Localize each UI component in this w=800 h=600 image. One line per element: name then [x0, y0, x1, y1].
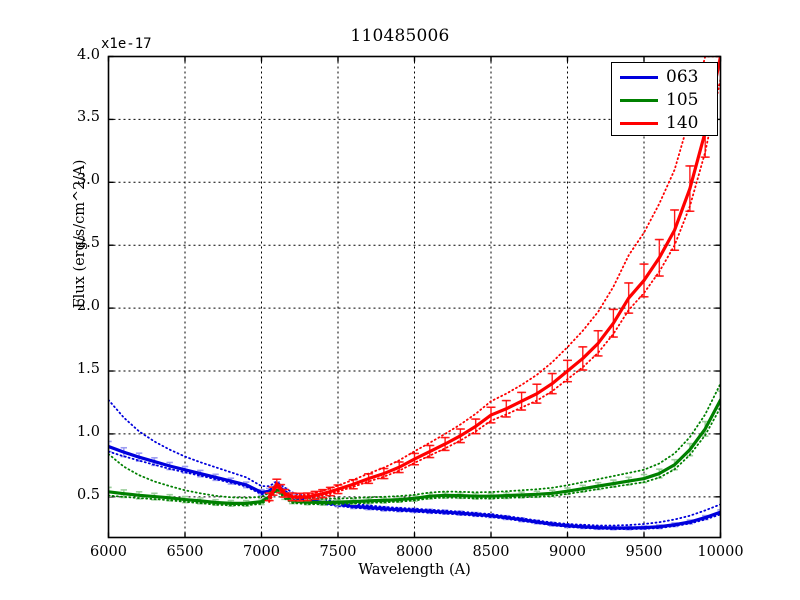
series-140: [264, 56, 721, 503]
y-tick-label: 3.0: [76, 172, 100, 189]
x-tick-label: 6500: [166, 543, 204, 560]
envelope-envelope_lower-140: [268, 78, 721, 503]
legend-label-105: 105: [666, 90, 699, 110]
y-tick-label: 4.0: [76, 46, 100, 63]
x-tick-label: 7000: [243, 543, 280, 560]
y-tick-label: 0.5: [76, 486, 100, 503]
legend-swatch-140: [620, 122, 658, 125]
x-tick-label: 10000: [697, 543, 744, 560]
legend-label-063: 063: [666, 67, 699, 87]
x-tick-label: 7500: [319, 543, 357, 560]
line-105: [108, 398, 721, 505]
legend[interactable]: 063 105 140: [611, 62, 718, 136]
envelope-envelope_upper-105: [108, 382, 721, 500]
y-tick-label: 2.5: [76, 235, 100, 252]
x-tick-label: 9500: [625, 543, 663, 560]
line-063: [108, 444, 721, 530]
envelope-envelope_upper-063: [108, 399, 721, 527]
y-axis-label: Flux (erg/s/cm^2/A): [72, 159, 88, 309]
y-tick-label: 1.0: [76, 423, 100, 440]
data-series-group: [108, 56, 721, 531]
y-tick-label: 3.5: [76, 109, 100, 126]
legend-label-140: 140: [666, 113, 699, 133]
plot-frame: [107, 55, 722, 539]
x-tick-label: 9000: [549, 543, 586, 560]
y-axis-exponent-label: x1e-17: [101, 36, 152, 52]
x-axis-label: Wavelength (A): [358, 562, 471, 578]
legend-swatch-105: [620, 99, 658, 102]
legend-swatch-063: [620, 76, 658, 79]
legend-item-105[interactable]: 105: [612, 88, 719, 112]
envelope-envelope_upper-140: [268, 56, 721, 503]
y-tick-label: 2.0: [76, 298, 100, 315]
y-tick-label: 1.5: [76, 361, 100, 378]
x-tick-label: 6000: [90, 543, 127, 560]
grid-lines: [108, 56, 721, 538]
x-tick-label: 8500: [472, 543, 510, 560]
series-063: [108, 399, 721, 531]
chart-title: 110485006: [350, 26, 450, 46]
line-140: [267, 56, 721, 499]
legend-item-140[interactable]: 140: [612, 111, 719, 135]
legend-item-063[interactable]: 063: [612, 65, 719, 89]
x-tick-label: 8000: [396, 543, 433, 560]
